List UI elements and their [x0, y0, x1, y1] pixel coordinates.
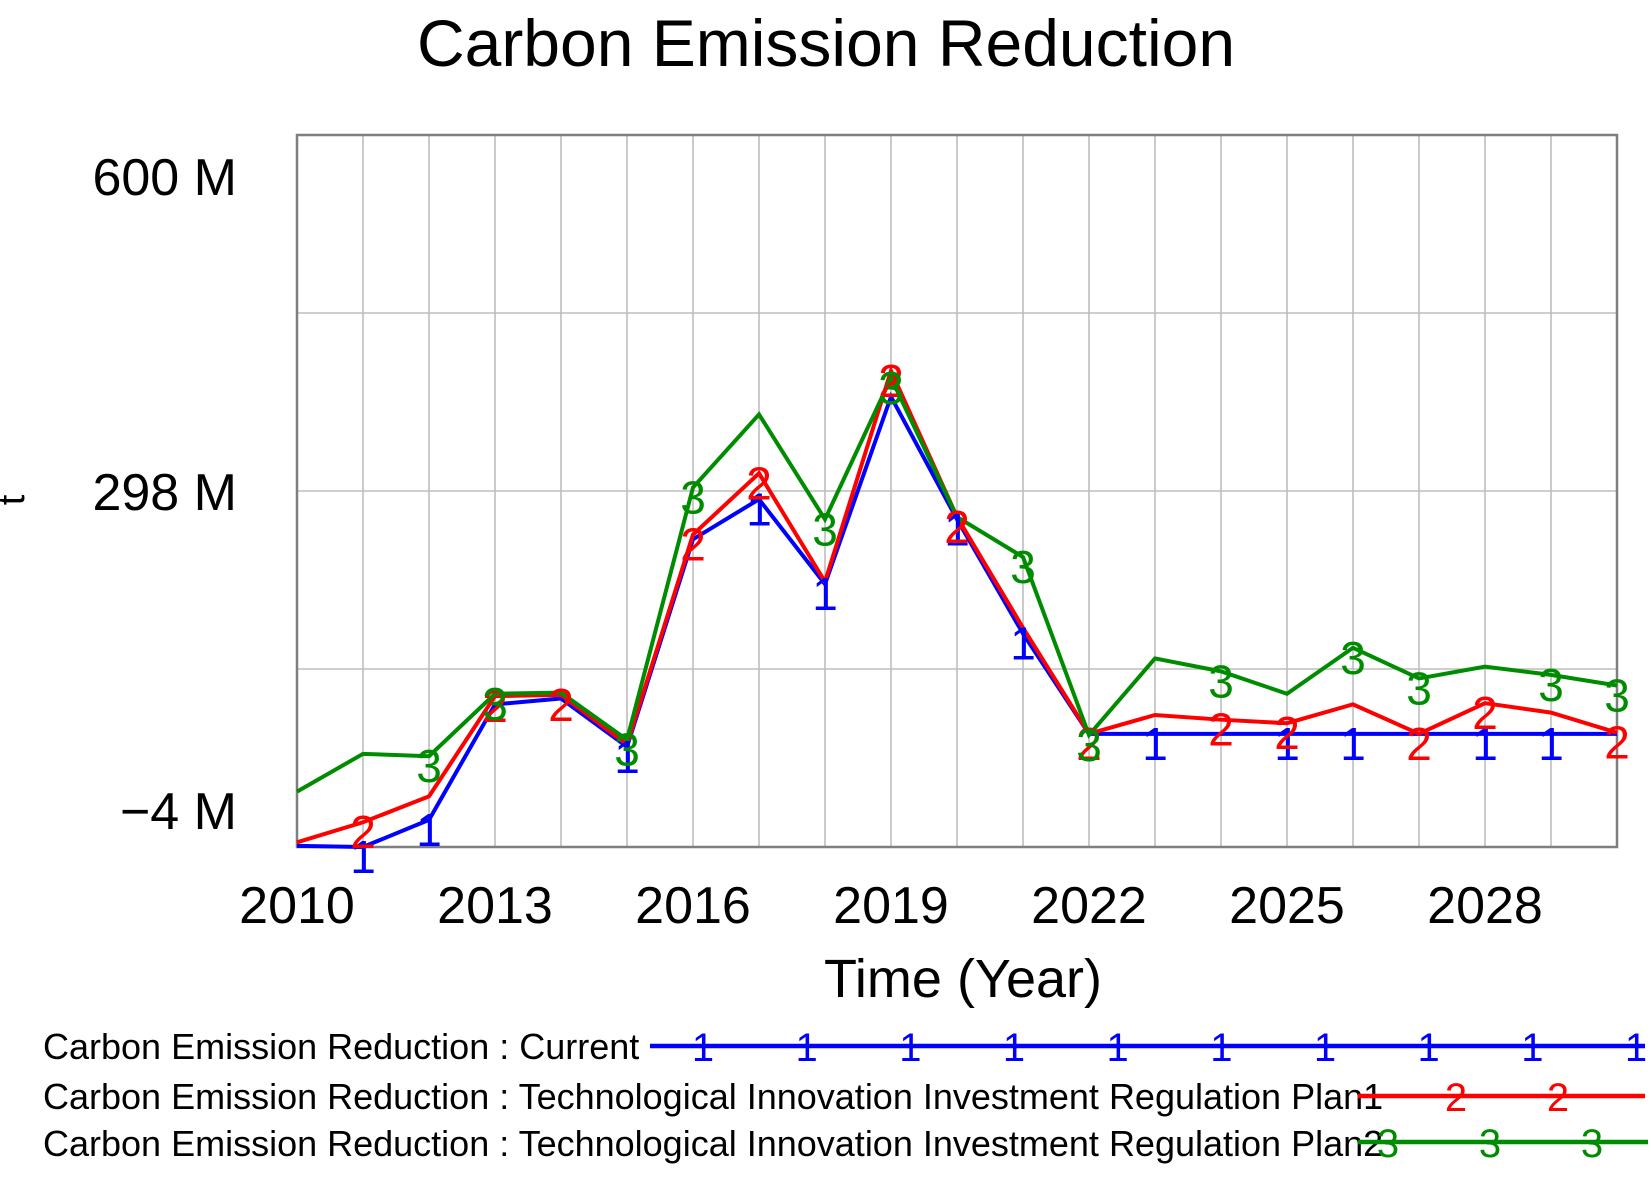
series-2-point-marker: 2: [746, 457, 772, 509]
x-axis-title: Time (Year): [824, 949, 1102, 1009]
x-tick-label: 2010: [239, 877, 355, 935]
series-2-point-marker: 2: [350, 806, 376, 858]
series-3-point-marker: 3: [680, 471, 706, 523]
legend-marker-1: 1: [796, 1026, 818, 1070]
series-2-point-marker: 2: [680, 519, 706, 571]
series-1-point-marker: 1: [1274, 718, 1300, 770]
series-1-point-marker: 1: [1340, 718, 1366, 770]
x-tick-label: 2025: [1229, 877, 1345, 935]
series-3-point-marker: 3: [1340, 632, 1366, 684]
legend: Carbon Emission Reduction : Current Carb…: [43, 1026, 1648, 1166]
legend-marker-1: 1: [1210, 1026, 1232, 1070]
series-2-point-marker: 2: [482, 680, 508, 732]
series-line-3: [296, 373, 1618, 794]
series-3-point-marker: 3: [482, 678, 508, 730]
x-tick-label: 2019: [833, 877, 949, 935]
legend-label-current: Carbon Emission Reduction : Current: [43, 1026, 639, 1067]
y-tick-label: 600 M: [92, 149, 237, 207]
series-2-point-marker: 2: [1406, 718, 1432, 770]
x-tick-label: 2013: [437, 877, 553, 935]
y-axis-unit-label: t: [0, 494, 33, 505]
y-tick-label: −4 M: [120, 783, 237, 841]
series-1-point-marker: 1: [1142, 718, 1168, 770]
legend-marker-1: 1: [1625, 1026, 1647, 1070]
series-3-point-marker: 3: [416, 740, 442, 792]
x-tick-label: 2016: [635, 877, 751, 935]
gridlines: [297, 135, 1617, 847]
series-2-point-marker: 2: [944, 501, 970, 553]
plot-border: [295, 133, 1619, 849]
series-1-point-marker: 1: [350, 831, 376, 883]
x-tick-label: 2022: [1031, 877, 1147, 935]
y-tick-label: 298 M: [92, 464, 237, 522]
legend-marker-1: 1: [1107, 1026, 1129, 1070]
y-axis-tick-labels: 600 M 298 M −4 M: [92, 149, 237, 841]
series-1-point-marker: 1: [944, 503, 970, 555]
legend-marker-2: 2: [1445, 1076, 1467, 1120]
series-3-point-marker: 3: [1208, 655, 1234, 707]
legend-marker-1: 1: [1418, 1026, 1440, 1070]
series-1-point-marker: 1: [614, 731, 640, 783]
series-3-point-marker: 3: [1406, 662, 1432, 714]
legend-sample-lines: 1 1 1 1 1 1 1 1 1 12 23 3 3: [650, 1026, 1648, 1166]
series-1-point-marker: 1: [746, 483, 772, 535]
legend-label-plan2: Carbon Emission Reduction : Technologica…: [43, 1123, 1383, 1164]
series-2-point-marker: 2: [1076, 718, 1102, 770]
series-1-point-marker: 1: [1472, 718, 1498, 770]
series-1-point-marker: 1: [1010, 618, 1036, 670]
series-3-point-marker: 3: [1538, 659, 1564, 711]
series-1-point-marker: 1: [1538, 718, 1564, 770]
legend-marker-1: 1: [1314, 1026, 1336, 1070]
series-2-point-marker: 2: [878, 355, 904, 407]
series-3-point-marker: 3: [812, 503, 838, 555]
legend-marker-3: 3: [1581, 1122, 1603, 1166]
chart-title: Carbon Emission Reduction: [417, 6, 1235, 80]
legend-marker-2: 2: [1547, 1076, 1569, 1120]
series-2-point-marker: 2: [548, 679, 574, 731]
series-3-point-marker: 3: [1010, 541, 1036, 593]
legend-marker-3: 3: [1479, 1122, 1501, 1166]
series-2-point-marker: 2: [1208, 704, 1234, 756]
legend-marker-3: 3: [1377, 1122, 1399, 1166]
x-axis-tick-labels: 2010 2013 2016 2019 2022 2025 2028: [239, 877, 1543, 935]
series-3-point-marker: 3: [614, 724, 640, 776]
legend-marker-1: 1: [692, 1026, 714, 1070]
series-2-point-marker: 2: [1604, 717, 1630, 769]
series-1-point-marker: 1: [812, 568, 838, 620]
x-tick-label: 2028: [1427, 877, 1543, 935]
series-1-point-marker: 1: [416, 804, 442, 856]
legend-marker-1: 1: [1003, 1026, 1025, 1070]
series-3-point-marker: 3: [1076, 719, 1102, 771]
legend-marker-1: 1: [899, 1026, 921, 1070]
legend-label-plan1: Carbon Emission Reduction : Technologica…: [43, 1076, 1383, 1117]
series-3-point-marker: 3: [1604, 670, 1630, 722]
series-2-point-marker: 2: [1472, 687, 1498, 739]
series-3-point-marker: 3: [878, 362, 904, 414]
legend-marker-1: 1: [1521, 1026, 1543, 1070]
series-lines: [296, 365, 1618, 850]
series-2-point-marker: 2: [1274, 707, 1300, 759]
